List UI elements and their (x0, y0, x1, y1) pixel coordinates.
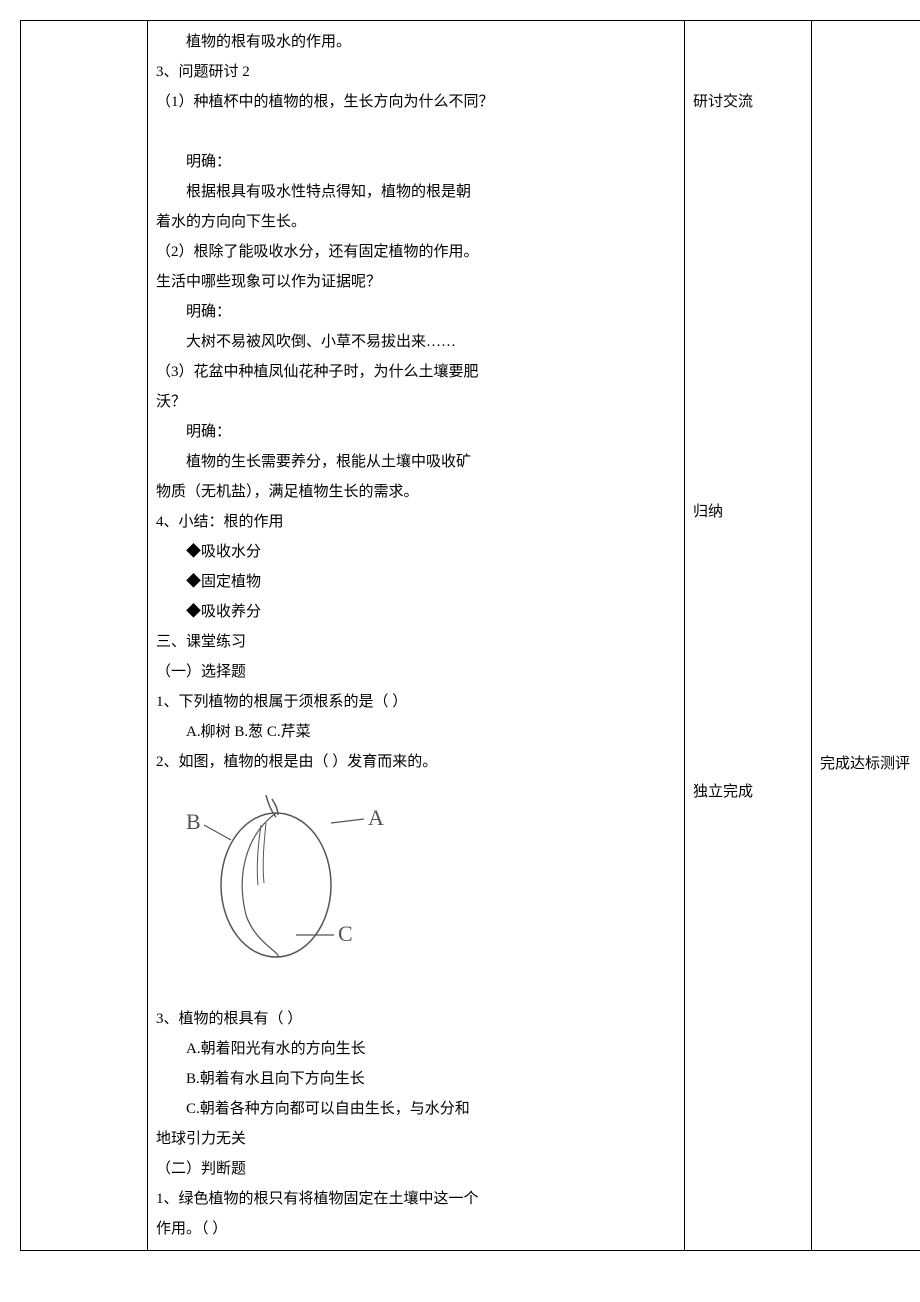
text-line: 根据根具有吸水性特点得知，植物的根是朝 (156, 177, 676, 207)
text-line: （3）花盆中种植凤仙花种子时，为什么土壤要肥 (156, 357, 676, 387)
text-line: 生活中哪些现象可以作为证据呢？ (156, 267, 676, 297)
text-line: A.朝着阳光有水的方向生长 (156, 1034, 676, 1064)
leader-b (204, 825, 231, 840)
text-line: （二）判断题 (156, 1154, 676, 1184)
col3-cell: 研讨交流 归纳 独立完成 (685, 21, 812, 1251)
seed-svg: B A C (176, 785, 416, 985)
seed-detail-1 (257, 825, 261, 885)
spacer (693, 27, 803, 87)
col4-text: 完成达标测评 (820, 749, 920, 779)
col2-cell: 植物的根有吸水的作用。 3、问题研讨 2 （1）种植杯中的植物的根，生长方向为什… (148, 21, 685, 1251)
seed-detail-2 (263, 823, 266, 883)
text-line: 3、问题研讨 2 (156, 57, 676, 87)
text-line: ◆固定植物 (156, 567, 676, 597)
label-b: B (186, 809, 201, 834)
text-line: 3、植物的根具有（ ） (156, 1004, 676, 1034)
label-c: C (338, 921, 353, 946)
text-line: 物质（无机盐），满足植物生长的需求。 (156, 477, 676, 507)
text-line: ◆吸收水分 (156, 537, 676, 567)
leader-a (331, 819, 364, 823)
lesson-table: 植物的根有吸水的作用。 3、问题研讨 2 （1）种植杯中的植物的根，生长方向为什… (20, 20, 920, 1251)
text-line: （一）选择题 (156, 657, 676, 687)
text-line: 着水的方向向下生长。 (156, 207, 676, 237)
spacer (693, 527, 803, 777)
spacer (820, 27, 920, 749)
col3-text: 独立完成 (693, 777, 803, 807)
text-line: 4、小结：根的作用 (156, 507, 676, 537)
text-line: 1、下列植物的根属于须根系的是（ ） (156, 687, 676, 717)
text-line: 三、课堂练习 (156, 627, 676, 657)
text-line: 大树不易被风吹倒、小草不易拔出来…… (156, 327, 676, 357)
text-line: 明确： (156, 147, 676, 177)
text-line: 明确： (156, 297, 676, 327)
label-a: A (368, 805, 384, 830)
col3-text: 归纳 (693, 497, 803, 527)
col4-cell: 完成达标测评 (812, 21, 920, 1251)
text-line: （1）种植杯中的植物的根，生长方向为什么不同？ (156, 87, 676, 117)
text-line: ◆吸收养分 (156, 597, 676, 627)
text-line: 明确： (156, 417, 676, 447)
text-line: 地球引力无关 (156, 1124, 676, 1154)
seed-figure: B A C (176, 785, 676, 996)
text-line: 植物的生长需要养分，根能从土壤中吸收矿 (156, 447, 676, 477)
text-line: 作用。（ ） (156, 1214, 676, 1244)
text-line: 沃？ (156, 387, 676, 417)
col3-text: 研讨交流 (693, 87, 803, 117)
text-line: 1、绿色植物的根只有将植物固定在土壤中这一个 (156, 1184, 676, 1214)
spacer (693, 117, 803, 497)
text-line: B.朝着有水且向下方向生长 (156, 1064, 676, 1094)
text-line: （2）根除了能吸收水分，还有固定植物的作用。 (156, 237, 676, 267)
text-line: 2、如图，植物的根是由（ ）发育而来的。 (156, 747, 676, 777)
col1-cell (21, 21, 148, 1251)
text-line: A.柳树 B.葱 C.芹菜 (156, 717, 676, 747)
blank-line (156, 117, 676, 147)
text-line: C.朝着各种方向都可以自由生长，与水分和 (156, 1094, 676, 1124)
text-line: 植物的根有吸水的作用。 (156, 27, 676, 57)
